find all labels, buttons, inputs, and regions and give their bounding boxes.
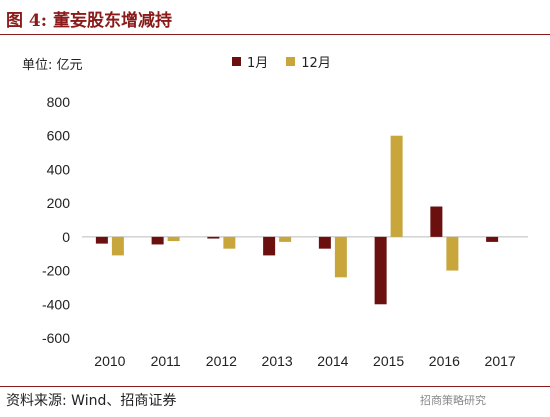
bar-jan-2016 [430, 206, 443, 237]
bar-dec-2012 [223, 236, 236, 249]
bar-jan-2014 [318, 236, 331, 249]
legend-label-jan: 1月 [247, 56, 269, 71]
bar-jan-2012 [207, 236, 220, 239]
legend-swatch-jan [232, 57, 241, 66]
bar-jan-2017 [486, 236, 499, 242]
legend-label-dec: 12月 [301, 56, 331, 71]
x-tick-label: 2013 [262, 353, 293, 369]
bar-dec-2016 [446, 236, 459, 271]
y-tick-label: 0 [62, 229, 70, 245]
bar-jan-2015 [374, 236, 387, 305]
y-tick-label: -600 [42, 330, 70, 346]
y-tick-label: 600 [47, 128, 71, 144]
x-tick-label: 2017 [485, 353, 516, 369]
chart-legend: 1月 12月 [232, 52, 349, 71]
legend-item-dec: 12月 [286, 52, 331, 71]
x-tick-label: 2014 [317, 353, 348, 369]
bar-dec-2015 [390, 135, 403, 237]
title-divider [0, 34, 550, 35]
bar-dec-2014 [334, 236, 347, 278]
watermark-text: 招商策略研究 [420, 394, 486, 407]
bar-dec-2011 [167, 236, 180, 242]
x-tick-label: 2016 [429, 353, 460, 369]
figure-title: 图 4: 董妄股东增减持 [6, 11, 172, 31]
y-tick-label: -400 [42, 296, 70, 312]
y-tick-label: 400 [47, 161, 71, 177]
bar-dec-2013 [279, 236, 292, 242]
x-tick-label: 2015 [373, 353, 404, 369]
y-tick-label: 200 [47, 195, 71, 211]
y-tick-label: -200 [42, 263, 70, 279]
legend-swatch-dec [286, 57, 296, 66]
bar-jan-2011 [151, 236, 164, 245]
bar-jan-2010 [95, 236, 108, 244]
x-tick-label: 2012 [206, 353, 237, 369]
source-note: 资料来源: Wind、招商证券 [6, 393, 177, 409]
bar-dec-2010 [111, 236, 124, 256]
bottom-divider [0, 386, 550, 387]
legend-item-jan: 1月 [232, 52, 268, 71]
x-tick-label: 2010 [94, 353, 125, 369]
x-tick-label: 2011 [151, 353, 181, 369]
unit-label: 单位: 亿元 [22, 58, 83, 73]
bar-jan-2013 [263, 236, 276, 256]
y-tick-label: 800 [47, 94, 71, 110]
